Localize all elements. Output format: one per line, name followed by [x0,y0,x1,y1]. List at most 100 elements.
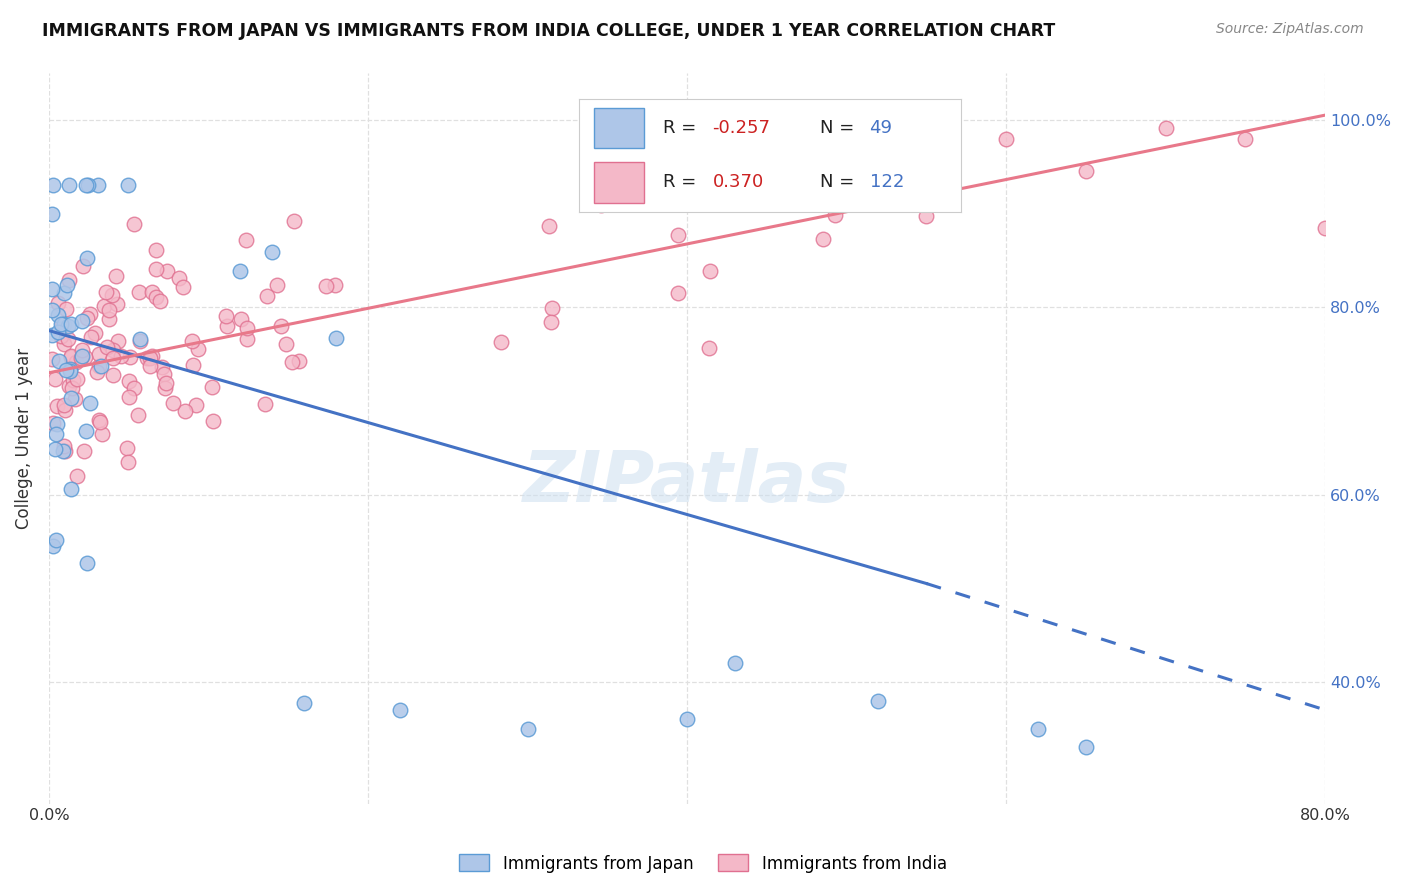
Point [58,273,80,287]
Point [110,350,132,364]
Point [87,347,110,361]
Point [1154,121,1177,136]
Point [76,178,98,193]
Point [96,340,118,354]
Point [323,278,346,293]
Point [724,656,747,670]
Point [72,260,94,274]
Point [105,297,128,311]
Point [229,263,252,277]
Point [184,398,207,412]
Text: IMMIGRANTS FROM JAPAN VS IMMIGRANTS FROM INDIA COLLEGE, UNDER 1 YEAR CORRELATION: IMMIGRANTS FROM JAPAN VS IMMIGRANTS FROM… [42,22,1056,40]
Point [1026,722,1049,736]
Text: Source: ZipAtlas.com: Source: ZipAtlas.com [1216,22,1364,37]
Point [666,286,689,301]
Point [127,408,149,422]
Point [122,381,145,395]
Point [59,362,82,376]
Point [145,244,167,258]
Point [236,332,259,346]
Point [117,178,139,193]
Point [52,439,75,453]
Point [101,288,124,302]
Point [89,415,111,429]
Point [138,359,160,374]
Point [48,309,70,323]
Point [152,367,174,381]
Point [129,334,152,348]
Point [155,376,177,390]
Point [811,232,834,246]
Point [699,264,721,278]
Point [1346,99,1368,113]
Point [58,378,80,392]
Text: ZIPatlas: ZIPatlas [523,448,851,516]
Point [103,343,125,357]
Point [59,317,82,331]
Point [122,217,145,231]
Point [41,539,63,553]
Point [48,296,70,310]
Point [87,178,110,193]
Point [167,271,190,285]
Point [215,309,238,323]
Point [288,354,311,368]
Point [58,319,80,334]
Point [52,443,75,458]
Point [86,365,108,379]
Point [48,353,70,368]
Point [145,290,167,304]
Point [181,358,204,372]
Point [135,351,157,365]
Point [915,210,938,224]
Point [1074,740,1097,755]
Point [283,214,305,228]
Point [697,341,720,355]
Point [107,334,129,348]
Point [156,264,179,278]
Point [118,350,141,364]
Point [868,693,890,707]
Point [41,282,63,296]
Point [41,178,63,193]
Point [58,178,80,193]
Point [101,368,124,382]
Point [1074,164,1097,178]
Point [98,303,121,318]
Point [63,392,86,406]
Point [995,132,1018,146]
Point [93,299,115,313]
Point [105,269,128,284]
Point [801,158,824,172]
Point [589,198,612,212]
Point [41,207,63,221]
Point [41,352,63,367]
Point [49,328,72,343]
Point [44,442,66,456]
Y-axis label: College, Under 1 year: College, Under 1 year [15,348,32,529]
Point [666,227,689,242]
Point [292,696,315,710]
Point [1234,132,1257,146]
Point [53,444,76,458]
Point [274,337,297,351]
Point [56,332,79,346]
Point [49,317,72,331]
Point [388,703,411,717]
Point [66,372,89,386]
Point [76,556,98,570]
Point [75,178,97,193]
Point [266,278,288,293]
Point [489,334,512,349]
Point [89,359,111,374]
Point [537,219,560,234]
Point [201,414,224,428]
Point [46,399,69,413]
Point [41,302,63,317]
Point [65,355,87,369]
Point [72,343,94,358]
Point [181,334,204,349]
Point [117,455,139,469]
Point [56,277,79,292]
Point [155,381,177,395]
